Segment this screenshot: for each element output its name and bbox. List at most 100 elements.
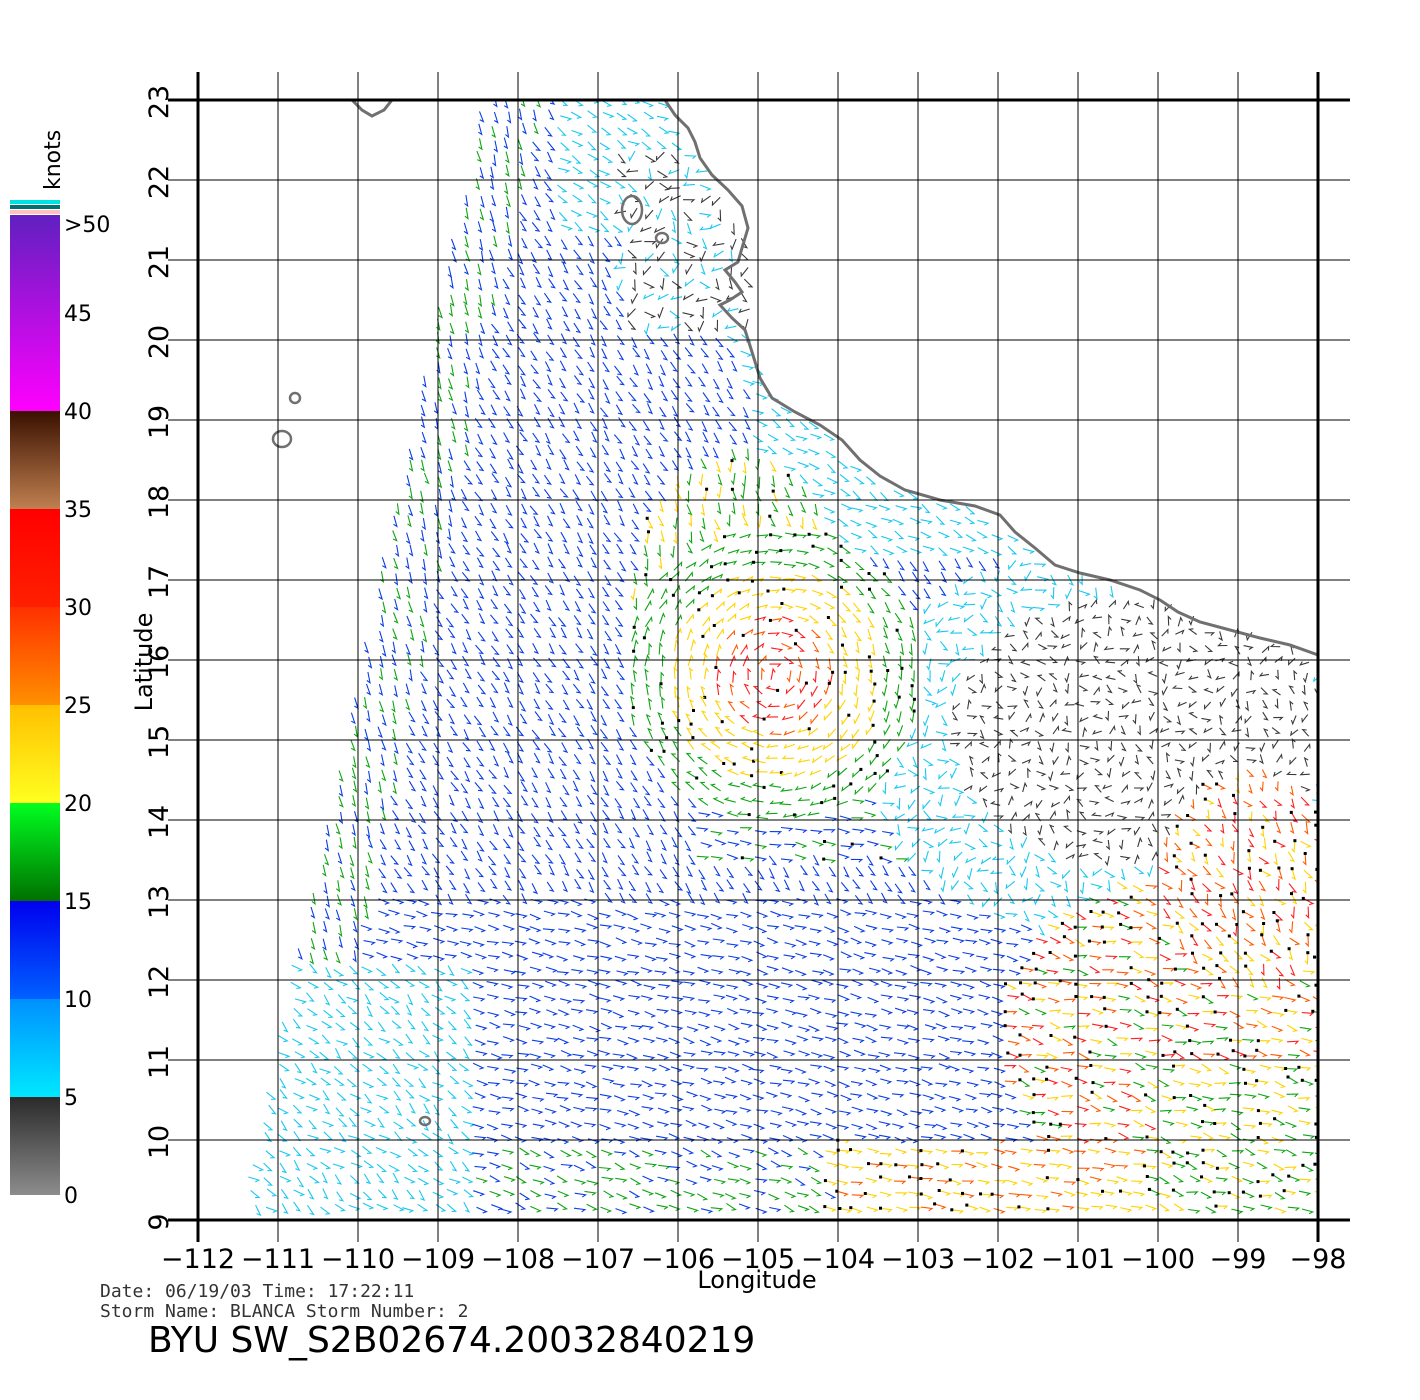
- wind-vector: [645, 713, 652, 726]
- wind-vector: [434, 968, 446, 976]
- wind-vector: [1018, 1123, 1032, 1128]
- wind-vector: [723, 756, 735, 765]
- wind-vector: [420, 853, 428, 865]
- wind-vector: [767, 445, 778, 455]
- wind-vector: [393, 557, 399, 570]
- wind-vector: [767, 1147, 780, 1155]
- wind-vector: [1132, 885, 1145, 893]
- wind-vector: [674, 881, 684, 891]
- wind-vector: [684, 155, 697, 160]
- wind-vector: [824, 893, 832, 905]
- rain-flag-marker: [933, 1202, 937, 1206]
- wind-vector: [894, 912, 908, 920]
- wind-vector: [488, 417, 496, 429]
- wind-vector: [991, 534, 1004, 541]
- wind-vector: [742, 515, 749, 527]
- wind-vector: [836, 1022, 849, 1028]
- wind-vector: [935, 731, 949, 737]
- wind-vector: [506, 714, 513, 727]
- wind-vector: [277, 1133, 288, 1142]
- wind-vector: [520, 781, 529, 793]
- wind-vector: [669, 310, 681, 319]
- wind-vector: [621, 100, 628, 106]
- wind-vector: [392, 530, 398, 542]
- wind-vector: [921, 827, 934, 832]
- wind-vector: [394, 868, 403, 879]
- wind-vector: [407, 515, 412, 528]
- wind-vector: [769, 515, 776, 528]
- wind-vector: [714, 1066, 728, 1072]
- wind-vector: [896, 711, 902, 724]
- wind-vector: [558, 211, 568, 222]
- wind-vector: [474, 1039, 487, 1046]
- wind-vector: [1061, 727, 1072, 733]
- wind-vector: [980, 857, 992, 865]
- wind-vector: [740, 549, 753, 555]
- wind-vector: [306, 1024, 319, 1032]
- wind-vector: [1204, 855, 1209, 866]
- wind-vector: [407, 654, 412, 667]
- wind-vector: [950, 1133, 963, 1140]
- rain-flag-marker: [820, 801, 824, 805]
- wind-vector: [1078, 852, 1089, 858]
- wind-vector: [1258, 672, 1270, 677]
- wind-vector: [1078, 1012, 1092, 1017]
- wind-vector: [546, 1207, 559, 1212]
- wind-vector: [699, 781, 710, 791]
- wind-vector: [979, 613, 989, 623]
- wind-vector: [603, 784, 610, 797]
- wind-vector: [799, 474, 809, 484]
- colorbar-unit-label: knots: [41, 130, 66, 190]
- wind-vector: [696, 827, 709, 832]
- wind-vector: [977, 1008, 990, 1016]
- wind-vector: [602, 252, 611, 263]
- wind-vector: [977, 1039, 990, 1046]
- wind-vector: [768, 730, 782, 735]
- wind-vector: [1161, 686, 1168, 697]
- wind-vector: [865, 521, 878, 529]
- wind-vector: [1018, 1064, 1030, 1073]
- wind-vector: [773, 881, 781, 893]
- wind-vector: [1089, 1122, 1102, 1127]
- wind-vector: [641, 995, 654, 1001]
- wind-vector: [992, 1106, 1005, 1113]
- wind-vector: [1075, 995, 1089, 1001]
- wind-vector: [672, 740, 679, 752]
- wind-vector: [264, 1131, 273, 1143]
- wind-vector: [991, 996, 1004, 1004]
- wind-vector: [1216, 1037, 1229, 1042]
- rain-flag-marker: [1256, 1109, 1260, 1113]
- colorbar-band: [10, 411, 60, 509]
- wind-vector: [657, 1107, 670, 1114]
- wind-vector: [685, 752, 695, 762]
- wind-vector: [475, 362, 481, 375]
- wind-vector: [644, 490, 654, 501]
- wind-vector: [307, 981, 320, 989]
- wind-vector: [1162, 701, 1169, 712]
- wind-vector: [1089, 965, 1101, 974]
- wind-vector: [950, 1122, 963, 1128]
- wind-vector: [713, 1025, 727, 1032]
- wind-vector: [893, 696, 900, 710]
- wind-vector: [310, 906, 316, 919]
- wind-vector: [1033, 952, 1046, 960]
- colorbar-label: 20: [64, 792, 92, 817]
- wind-vector: [824, 926, 836, 934]
- wind-vector: [670, 154, 680, 164]
- wind-vector: [1106, 982, 1119, 987]
- wind-vector: [896, 926, 910, 931]
- wind-vector: [363, 1037, 374, 1046]
- wind-vector: [670, 570, 680, 581]
- wind-vector: [1175, 953, 1188, 957]
- wind-vector: [520, 220, 528, 232]
- latitude-tick-label: 18: [144, 485, 175, 519]
- wind-vector: [882, 558, 890, 570]
- wind-vector: [949, 826, 962, 832]
- wind-vector: [934, 1203, 947, 1210]
- wind-vector: [962, 983, 976, 990]
- wind-vector: [1163, 895, 1172, 906]
- wind-vector: [656, 115, 670, 121]
- wind-vector: [654, 1149, 668, 1156]
- wind-vector: [1062, 922, 1074, 931]
- wind-vector: [838, 699, 846, 711]
